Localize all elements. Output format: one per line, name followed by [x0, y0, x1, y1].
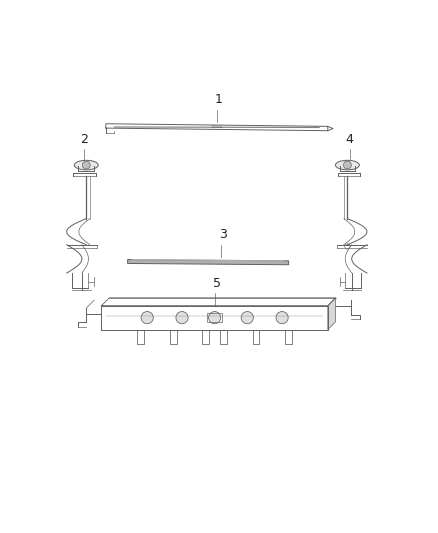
- Polygon shape: [328, 298, 336, 329]
- Circle shape: [141, 312, 153, 324]
- Text: 2: 2: [80, 133, 88, 146]
- Circle shape: [176, 312, 188, 324]
- Text: 1: 1: [215, 93, 223, 107]
- Circle shape: [276, 312, 288, 324]
- Circle shape: [343, 161, 351, 169]
- Circle shape: [241, 312, 253, 324]
- Text: 5: 5: [213, 277, 221, 289]
- Text: 3: 3: [219, 228, 227, 241]
- Text: 4: 4: [346, 133, 353, 146]
- Bar: [207, 313, 223, 322]
- Circle shape: [82, 161, 90, 169]
- Circle shape: [208, 312, 221, 324]
- Ellipse shape: [74, 160, 98, 170]
- Polygon shape: [127, 260, 289, 265]
- Ellipse shape: [336, 160, 359, 170]
